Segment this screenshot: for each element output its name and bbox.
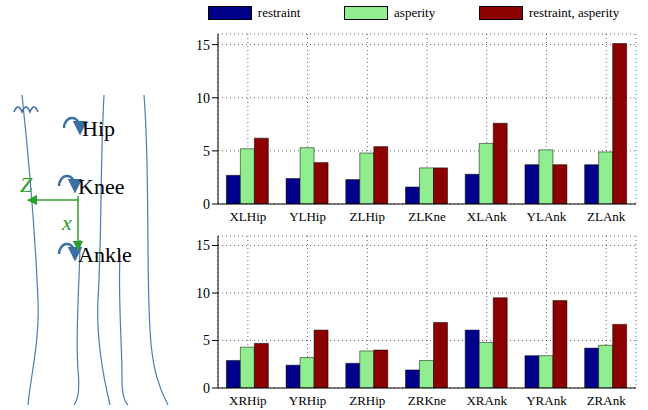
svg-text:ZLAnk: ZLAnk [587,209,626,224]
svg-text:ZRHip: ZRHip [349,393,385,408]
svg-text:15: 15 [196,238,210,253]
svg-text:Hip: Hip [82,116,115,141]
svg-text:10: 10 [196,286,210,301]
html-text:asperity: asperity [394,5,436,20]
svg-text:ZLHip: ZLHip [350,209,385,224]
svg-text:YRHip: YRHip [289,393,327,408]
svg-text:15: 15 [196,38,210,53]
svg-text:ZRAnk: ZRAnk [587,393,627,408]
svg-text:Z: Z [20,172,33,197]
svg-text:x: x [61,210,72,235]
svg-text:XLHip: XLHip [229,209,266,224]
html-text:restraint: restraint [257,5,301,20]
svg-text:XRHip: XRHip [229,393,267,408]
svg-text:YLAnk: YLAnk [527,209,567,224]
html-text:restraint, asperity: restraint, asperity [528,5,620,20]
svg-text:XRAnk: XRAnk [466,393,507,408]
svg-text:ZLKne: ZLKne [408,209,446,224]
svg-text:5: 5 [203,333,210,348]
svg-text:Ankle: Ankle [78,242,132,267]
svg-text:5: 5 [203,144,210,159]
svg-text:Knee: Knee [78,174,124,199]
svg-text:ZRKne: ZRKne [408,393,447,408]
svg-text:0: 0 [203,197,210,212]
svg-text:YRAnk: YRAnk [526,393,567,408]
svg-text:0: 0 [203,381,210,396]
svg-text:YLHip: YLHip [289,209,326,224]
svg-text:XLAnk: XLAnk [467,209,507,224]
svg-text:10: 10 [196,91,210,106]
